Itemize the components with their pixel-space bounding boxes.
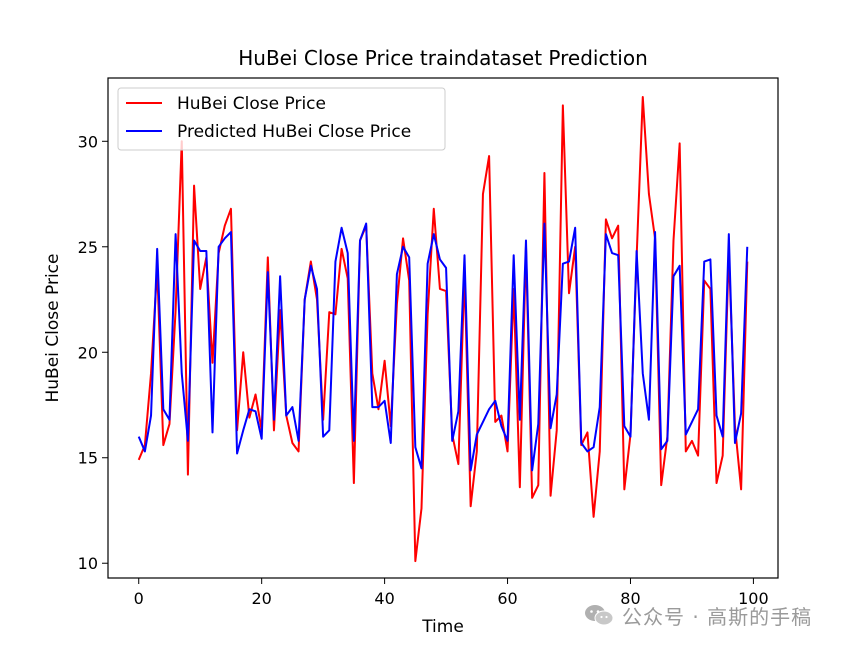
x-axis-ticks: 0 20 40 60 80 100 xyxy=(134,578,769,608)
chart-title: HuBei Close Price traindataset Predictio… xyxy=(238,46,648,70)
y-axis-label: HuBei Close Price xyxy=(43,254,63,403)
legend-label-predicted: Predicted HuBei Close Price xyxy=(177,122,411,142)
watermark-text: 公众号 · 高斯的手稿 xyxy=(622,604,813,629)
x-tick-label: 40 xyxy=(374,589,394,608)
y-tick-label: 15 xyxy=(78,449,98,468)
x-tick-label: 20 xyxy=(251,589,271,608)
legend-box xyxy=(117,87,446,151)
y-tick-label: 10 xyxy=(78,554,98,573)
x-tick-label: 80 xyxy=(620,589,640,608)
watermark: 公众号 · 高斯的手稿 xyxy=(584,598,812,632)
x-tick-label: 0 xyxy=(134,589,144,608)
x-tick-label: 100 xyxy=(738,589,769,608)
y-tick-label: 30 xyxy=(78,132,98,151)
legend: HuBei Close Price Predicted HuBei Close … xyxy=(117,87,446,151)
plot-lines xyxy=(137,95,749,563)
y-axis-ticks: 10 15 20 25 30 xyxy=(78,132,108,573)
x-axis-label: Time xyxy=(421,617,464,637)
plot-frame xyxy=(107,77,779,579)
x-tick-label: 60 xyxy=(497,589,517,608)
wechat-icon xyxy=(585,605,614,626)
y-tick-label: 20 xyxy=(78,343,98,362)
legend-label-actual: HuBei Close Price xyxy=(177,94,326,114)
series-line-actual xyxy=(137,95,749,563)
y-tick-label: 25 xyxy=(78,238,98,257)
series-line-predicted xyxy=(137,222,749,472)
